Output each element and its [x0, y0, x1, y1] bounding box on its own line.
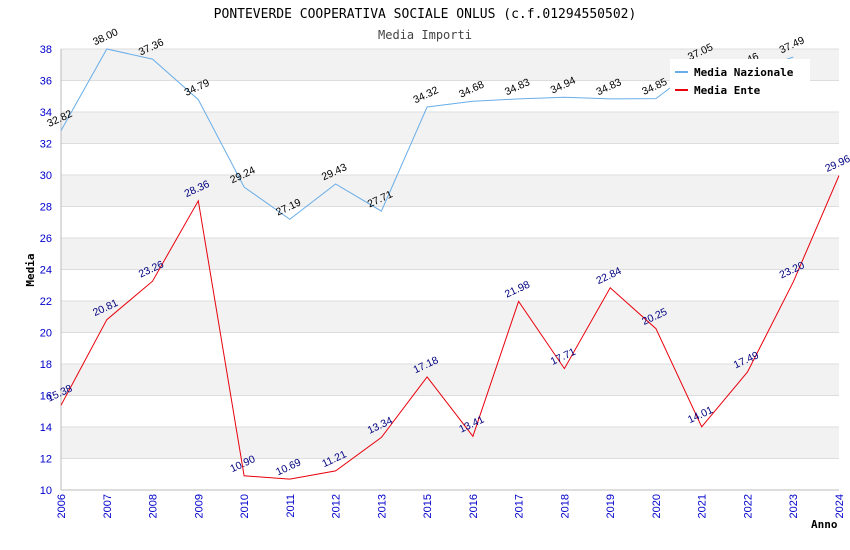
data-label: 15.38 — [45, 382, 74, 404]
x-tick-label: 2012 — [331, 494, 343, 518]
y-tick-label: 28 — [40, 202, 52, 214]
grid-lines — [61, 48, 839, 491]
chart-title: PONTEVERDE COOPERATIVA SOCIALE ONLUS (c.… — [214, 7, 637, 22]
x-tick-label: 2021 — [697, 494, 709, 518]
data-label: 14.01 — [686, 404, 715, 426]
y-tick-label: 18 — [40, 359, 52, 371]
y-tick-label: 36 — [40, 76, 52, 88]
grid-band — [61, 238, 839, 270]
data-label: 34.68 — [457, 79, 486, 101]
x-tick-label: 2020 — [651, 494, 663, 518]
data-label: 38.00 — [91, 26, 120, 48]
x-tick-label: 2011 — [285, 494, 297, 518]
y-ticks: 10 12 14 16 18 20 22 24 26 28 30 32 34 36 38 — [40, 44, 52, 497]
x-tick-label: 2007 — [102, 494, 114, 518]
y-tick-label: 16 — [40, 391, 52, 403]
x-tick-label: 2019 — [605, 494, 617, 518]
y-tick-label: 38 — [40, 44, 52, 56]
axes — [60, 49, 839, 491]
grid-band — [61, 427, 839, 459]
y-axis-label: Media — [24, 253, 37, 286]
x-tick-label: 2006 — [56, 494, 68, 518]
x-tick-label: 2008 — [148, 494, 160, 518]
grid-band — [61, 364, 839, 396]
x-tick-label: 2009 — [193, 494, 205, 518]
x-tick-label: 2015 — [422, 494, 434, 518]
y-tick-label: 24 — [40, 265, 52, 277]
series-line-ente — [60, 175, 840, 480]
data-label: 21.98 — [503, 279, 532, 301]
y-tick-label: 32 — [40, 139, 52, 151]
y-tick-label: 10 — [40, 485, 52, 497]
x-tick-label: 2024 — [834, 494, 846, 518]
y-tick-label: 30 — [40, 170, 52, 182]
grid-band — [61, 175, 839, 207]
legend-box — [670, 59, 810, 101]
x-axis-label: Anno — [811, 518, 838, 531]
data-label: 10.69 — [274, 456, 303, 478]
x-tick-label: 2017 — [514, 494, 526, 518]
legend-label: Media Ente — [694, 84, 761, 97]
y-tick-label: 22 — [40, 296, 52, 308]
data-label: 34.32 — [411, 84, 440, 106]
y-tick-label: 34 — [40, 107, 52, 119]
y-tick-label: 12 — [40, 454, 52, 466]
data-label: 29.96 — [823, 153, 850, 175]
legend: Media Nazionale Media Ente — [670, 59, 810, 101]
grid-band — [61, 301, 839, 333]
x-tick-label: 2022 — [742, 494, 754, 518]
x-ticks: 2006 2007 2008 2009 2010 2011 2012 2013 2015 2016… — [56, 494, 846, 518]
x-tick-label: 2016 — [468, 494, 480, 518]
y-tick-label: 14 — [40, 422, 52, 434]
chart-subtitle: Media Importi — [378, 28, 472, 42]
x-tick-label: 2013 — [376, 494, 388, 518]
y-tick-label: 26 — [40, 233, 52, 245]
x-tick-label: 2023 — [788, 494, 800, 518]
y-tick-label: 20 — [40, 328, 52, 340]
grid-band — [61, 112, 839, 144]
legend-label: Media Nazionale — [694, 66, 794, 79]
x-tick-label: 2018 — [559, 494, 571, 518]
x-tick-label: 2010 — [239, 494, 251, 518]
grid-bands — [61, 49, 839, 459]
